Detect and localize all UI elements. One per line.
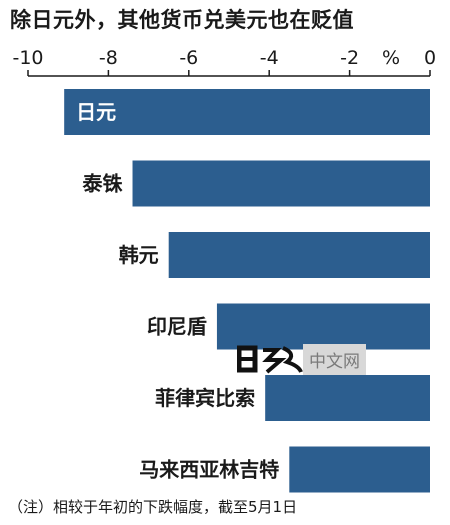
category-label: 菲律宾比索 — [155, 386, 255, 410]
watermark-text: 中文网 — [303, 343, 366, 375]
watermark: 中文网 — [237, 343, 413, 375]
unit-label: % — [382, 47, 400, 69]
bar — [168, 232, 430, 278]
x-tick-label: -2 — [340, 47, 359, 69]
category-label: 韩元 — [119, 243, 159, 267]
chart-title: 除日元外，其他货币兑美元也在贬值 — [10, 8, 354, 32]
footnote: （注）相较于年初的下跌幅度，截至5月1日 — [8, 498, 298, 516]
category-label: 泰铢 — [82, 172, 124, 196]
bar — [265, 375, 430, 421]
bar — [216, 303, 430, 350]
category-label: 印尼盾 — [147, 315, 207, 339]
x-tick-label: -10 — [12, 47, 43, 69]
bar — [64, 89, 431, 135]
bar — [289, 446, 430, 493]
x-tick-label: -6 — [179, 47, 198, 69]
category-label: 日元 — [76, 100, 116, 124]
x-tick-label: 0 — [424, 47, 436, 69]
bar — [132, 160, 430, 207]
watermark-logo — [237, 345, 303, 374]
x-tick-label: -8 — [99, 47, 118, 69]
x-tick-label: -4 — [260, 47, 279, 69]
category-label: 马来西亚林吉特 — [139, 458, 279, 482]
